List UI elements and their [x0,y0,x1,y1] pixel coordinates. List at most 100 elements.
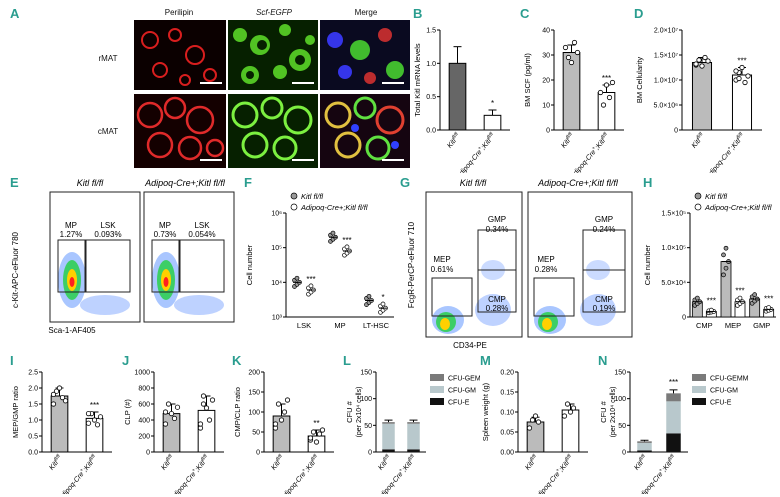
legend-marker [290,192,298,200]
legend-label: Adipoq-Cre+;Kitl fl/fl [300,203,368,212]
flow-g-gate-mep-1 [533,277,575,317]
y-tick-label: 400 [138,418,150,425]
data-point [53,388,60,394]
col-header-perilipin: Perilipin [164,8,194,17]
panel-g: FcgR-PerCP-eFluor 710 CD34-PE Kitl fl/fl… [398,170,640,355]
significance-label: * [491,99,494,108]
flow-g-mep-label-1: MEP [537,255,554,264]
x-tick-label: LT-HSC [363,321,390,330]
significance-label: ** [313,419,319,428]
data-point [526,425,533,431]
data-point [56,385,63,391]
data-point [272,421,279,427]
data-point [85,410,92,417]
stacked-bar-segment [666,393,681,402]
flow-g-cmp-val-1: 0.19% [593,304,616,313]
y-axis-label-2: (per 2x10⁴ cells) [610,387,617,438]
flow-e-mp-label-0: MP [65,221,77,230]
panel-e: c-Kit-APC-eFluor 780 Sca-1-AF405 Kitl fl… [0,170,240,355]
flow-e-lsk-label-1: LSK [194,221,210,230]
data-point [206,417,213,423]
flow-plots-e: c-Kit-APC-eFluor 780 Sca-1-AF405 Kitl fl… [11,178,235,335]
x-tick-label: Adipoq-Cre+;Kitlfl/fl [531,453,575,494]
legend-marker [290,203,298,211]
significance-label: * [381,293,384,302]
x-tick-label: Kitlfl/fl [523,453,541,472]
flow-e-xlabel: Sca-1-AF405 [48,326,96,335]
panel-letter-k: K [232,353,242,368]
stacked-bar-segment [382,449,395,452]
flow-g-gate-mep-0 [431,277,473,317]
x-tick-label: Adipoq-Cre+;Kitlfl/fl [703,131,747,173]
y-tick-label: 0 [546,128,550,135]
bar [691,62,713,131]
data-point [603,82,610,88]
data-point [694,295,700,301]
flow-e-mp-val-0: 1.27% [60,230,83,239]
significance-label: *** [90,401,99,410]
stacked-bar-segment [637,442,652,451]
data-point [59,394,66,401]
y-axis-label: Cell number [245,244,254,285]
flow-e-density-0 [58,252,130,315]
data-point [62,398,69,404]
data-point [742,79,748,86]
significance-label: *** [342,236,351,245]
stacked-bar-segment [407,423,420,450]
y-tick-label: 1.0×10⁵ [661,245,686,252]
data-point [278,417,285,423]
x-tick-label: Kitlfl/fl [47,453,65,472]
legend-label: Kitl fl/fl [301,192,323,201]
legend-swatch [430,374,444,381]
data-point [284,397,291,403]
legend-swatch [430,398,444,405]
data-point [197,421,204,427]
legend-swatch [692,398,706,405]
y-axis-label: CLP (#) [123,399,132,425]
x-tick-label: Kitlfl/fl [689,131,707,150]
flow-g-density-0 [432,260,511,334]
flow-g-mep-label-0: MEP [433,255,450,264]
panel-letter-l: L [343,353,351,368]
x-tick-label: Kitlfl/fl [159,453,177,472]
legend-label: CFU-E [710,400,732,407]
stacked-bar-segment [666,433,681,452]
bar [731,74,753,131]
data-point [294,275,300,281]
data-point [609,79,616,86]
flow-g-ylabel: FcgR-PerCP-eFluor 710 [407,221,416,308]
chart-f: 10³ 10⁴ 10⁵ 10⁶ Cell number LSK *** MP *** LT-HSC… [245,192,394,330]
panel-letter-n: N [598,353,608,368]
stacked-bar-segment [637,441,652,443]
y-tick-label: 50 [252,430,260,437]
flow-e-gate-mp-0 [57,239,86,293]
chart-h: 0 5.0×10⁴ 1.0×10⁵ 1.5×10⁵ Cell number CMP *** M… [643,192,776,330]
y-tick-label: 0.5 [426,94,436,101]
x-tick-label: LSK [297,321,311,330]
flow-e-header-0: Kitl fl/fl [77,178,105,188]
legend-marker [694,203,702,211]
data-point [564,401,571,407]
y-tick-label: 30 [542,53,550,60]
data-point [565,54,572,61]
data-point [606,94,613,101]
y-tick-label: 2.0×10⁷ [654,28,679,35]
y-axis-label: Cell number [643,244,652,285]
y-axis-label: CFU # [599,400,608,422]
data-point [535,419,542,425]
y-tick-label: 50 [618,423,626,430]
flow-g-mep-val-0: 0.61% [431,265,454,274]
data-point [209,397,216,403]
data-point [308,283,314,289]
y-tick-label: 5.0×10⁶ [654,103,679,110]
data-point [721,272,726,278]
data-point [366,293,372,299]
flow-g-cmp-label-0: CMP [488,295,506,304]
y-tick-label: 0 [256,450,260,457]
data-point [162,409,169,415]
bar [448,62,467,131]
panel-letter-f: F [244,175,252,190]
y-tick-label: 2.5 [28,370,38,377]
flow-g-gmp-val-1: 0.24% [593,225,616,234]
x-tick-label: Kitlfl/fl [559,131,577,150]
